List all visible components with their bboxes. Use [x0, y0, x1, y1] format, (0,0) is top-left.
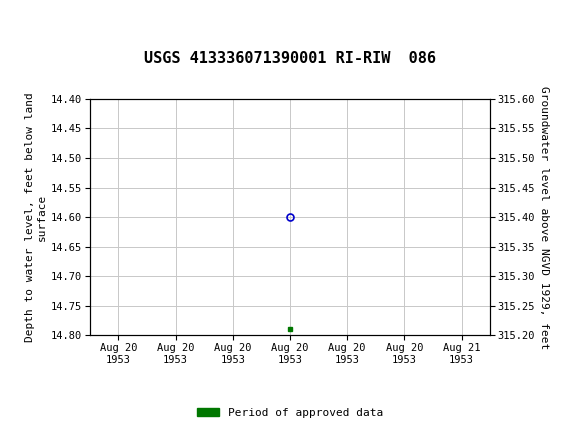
Text: USGS 413336071390001 RI-RIW  086: USGS 413336071390001 RI-RIW 086 [144, 51, 436, 65]
Text: USGS: USGS [58, 10, 113, 28]
Y-axis label: Depth to water level, feet below land
surface: Depth to water level, feet below land su… [26, 92, 47, 342]
Legend: Period of approved data: Period of approved data [193, 403, 387, 422]
Y-axis label: Groundwater level above NGVD 1929, feet: Groundwater level above NGVD 1929, feet [539, 86, 549, 349]
